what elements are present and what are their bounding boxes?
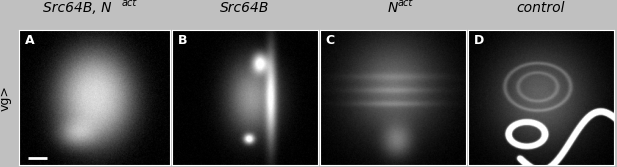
Text: vg>: vg> <box>0 85 12 111</box>
Text: D: D <box>473 34 484 47</box>
Text: C: C <box>325 34 334 47</box>
Text: Src64B, N: Src64B, N <box>43 1 112 15</box>
Text: act: act <box>122 0 137 8</box>
Text: act: act <box>398 0 413 8</box>
Text: N: N <box>388 1 398 15</box>
Text: Src64B: Src64B <box>220 1 270 15</box>
Text: control: control <box>517 1 565 15</box>
Text: A: A <box>25 34 34 47</box>
Text: B: B <box>177 34 187 47</box>
